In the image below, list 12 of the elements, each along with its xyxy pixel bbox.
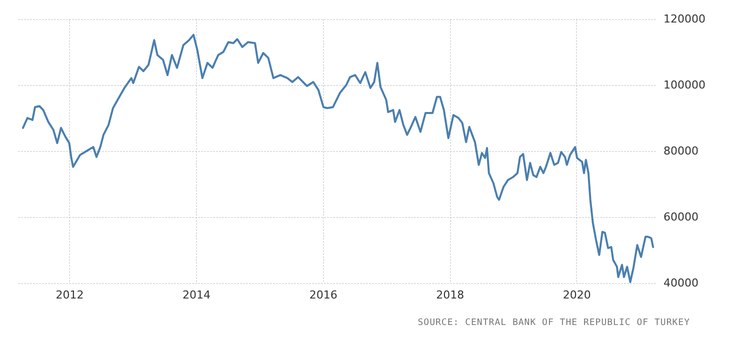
x-tick-label: 2016 — [309, 288, 338, 302]
y-tick-label: 80000 — [664, 144, 698, 158]
x-tick-label: 2020 — [562, 288, 591, 302]
x-tick-label: 2018 — [436, 288, 464, 302]
y-tick-label: 40000 — [664, 276, 698, 290]
x-tick-label: 2012 — [56, 288, 84, 302]
x-tick-label: 2014 — [182, 288, 211, 302]
line-series — [22, 34, 654, 284]
y-tick-label: 100000 — [664, 78, 706, 92]
y-tick-label: 60000 — [664, 210, 698, 224]
y-tick-label: 120000 — [664, 12, 706, 26]
source-note: SOURCE: CENTRAL BANK OF THE REPUBLIC OF TURKEY — [418, 318, 690, 328]
